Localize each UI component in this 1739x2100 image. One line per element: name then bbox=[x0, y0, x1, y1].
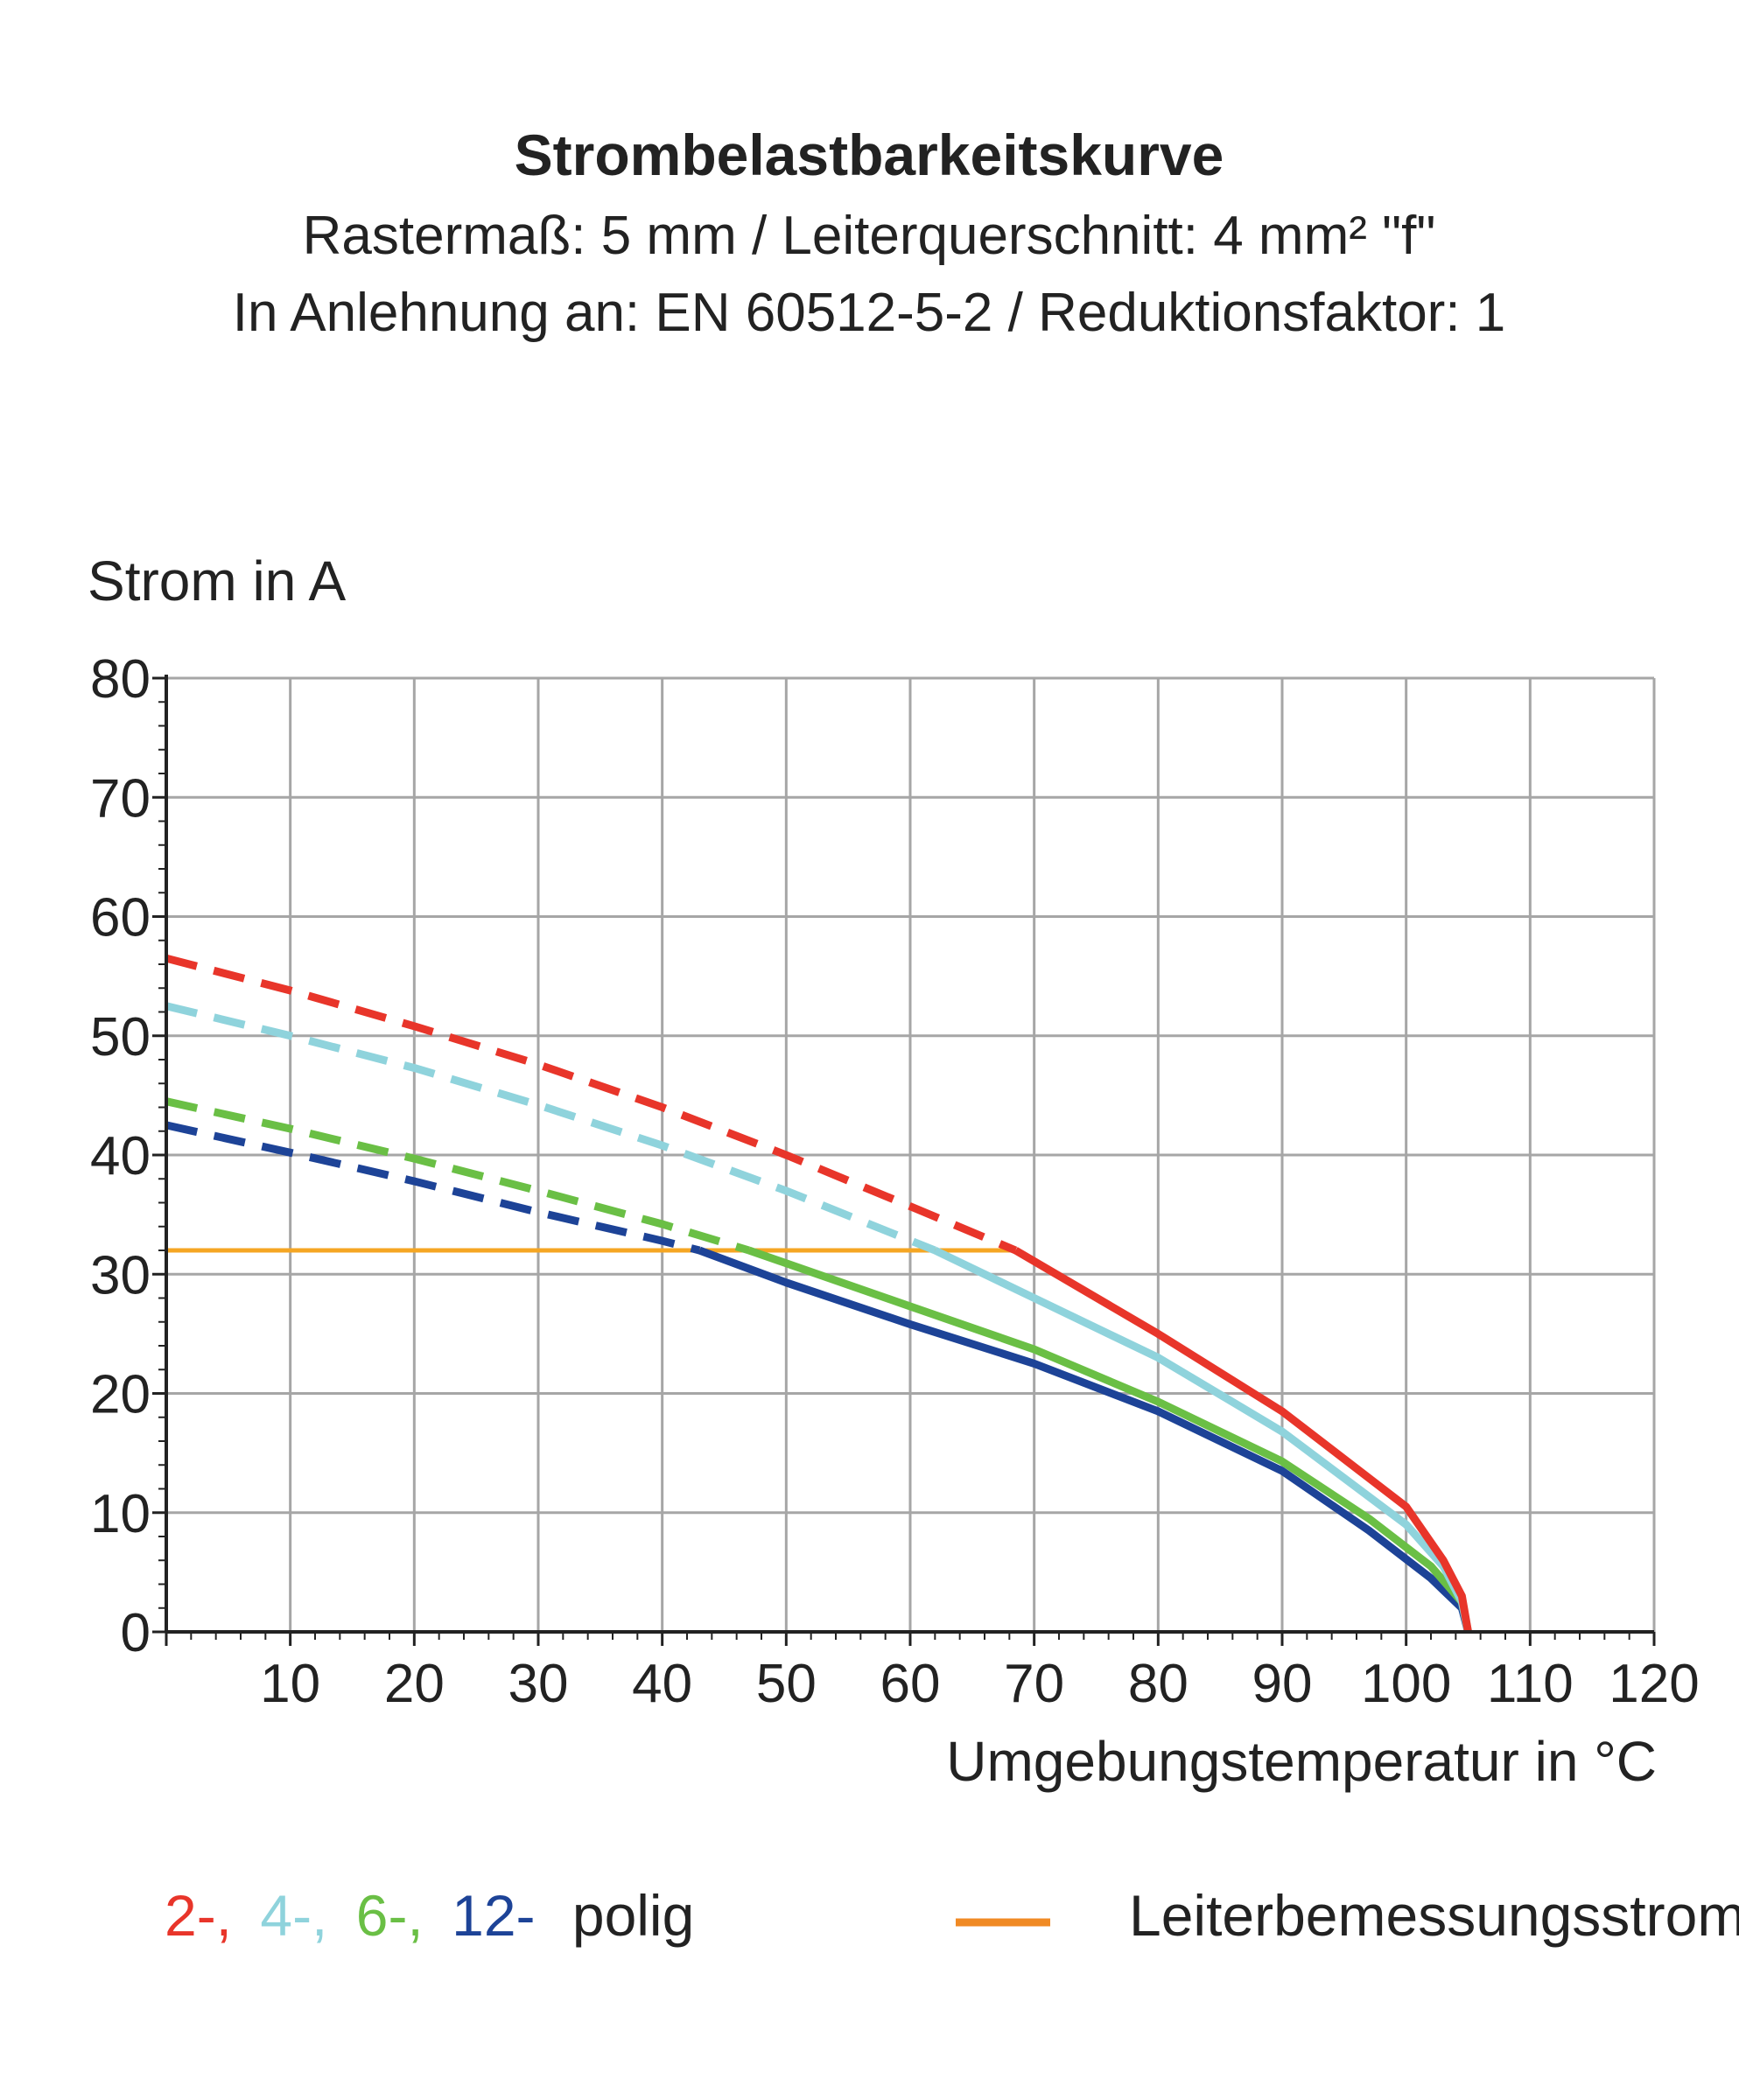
x-tick-label-60: 60 bbox=[880, 1654, 941, 1714]
y-tick-label-0: 0 bbox=[121, 1603, 151, 1663]
y-tick-label-30: 30 bbox=[90, 1245, 151, 1306]
legend-polig-label: polig bbox=[572, 1883, 694, 1948]
legend-item-4-polig: 4-, bbox=[260, 1883, 327, 1948]
minor-ticks bbox=[152, 676, 1656, 1646]
series-12-polig-dashed bbox=[165, 1121, 701, 1255]
legend-rated-label: Leiterbemessungsstrom bbox=[1129, 1883, 1739, 1948]
grid bbox=[166, 676, 1656, 1634]
y-axis-label: Strom in A bbox=[88, 550, 347, 612]
y-tick-label-20: 20 bbox=[90, 1365, 151, 1425]
axes bbox=[165, 675, 1654, 1634]
tick-labels: 10 20 30 40 50 60 70 80 90 100 110 120 0 10 20 30 40 50 60… bbox=[90, 649, 1700, 1714]
legend-item-6-polig: 6-, bbox=[356, 1883, 424, 1948]
x-tick-label-50: 50 bbox=[756, 1654, 817, 1714]
x-tick-label-30: 30 bbox=[508, 1654, 569, 1714]
x-tick-label-90: 90 bbox=[1252, 1654, 1313, 1714]
series-layer bbox=[165, 954, 1472, 1634]
series-6-polig-dashed bbox=[165, 1097, 751, 1255]
x-tick-label-80: 80 bbox=[1128, 1654, 1189, 1714]
y-tick-label-40: 40 bbox=[90, 1126, 151, 1186]
chart-subtitle-1: Rastermaß: 5 mm / Leiterquerschnitt: 4 m… bbox=[303, 206, 1436, 266]
legend-item-12-polig: 12- bbox=[452, 1883, 535, 1948]
x-tick-label-100: 100 bbox=[1361, 1654, 1451, 1714]
legend: 2-, 4-, 6-, 12- polig Leiterbemessungsst… bbox=[165, 1883, 1739, 1948]
chart-title: Strombelastbarkeitskurve bbox=[515, 122, 1224, 187]
x-tick-label-110: 110 bbox=[1487, 1654, 1574, 1714]
x-tick-label-70: 70 bbox=[1004, 1654, 1064, 1714]
legend-polig: 2-, 4-, 6-, 12- polig bbox=[165, 1883, 694, 1948]
chart-subtitle-2: In Anlehnung an: EN 60512-5-2 / Reduktio… bbox=[233, 283, 1506, 343]
y-tick-label-10: 10 bbox=[90, 1484, 151, 1544]
x-tick-label-20: 20 bbox=[384, 1654, 445, 1714]
x-tick-label-40: 40 bbox=[632, 1654, 692, 1714]
y-tick-label-50: 50 bbox=[90, 1007, 151, 1068]
series-12-polig-solid bbox=[698, 1246, 1472, 1634]
series-2-polig-solid bbox=[1013, 1247, 1472, 1633]
series-2-polig-dashed bbox=[165, 954, 1018, 1255]
y-tick-label-70: 70 bbox=[90, 768, 151, 829]
y-tick-label-80: 80 bbox=[90, 649, 151, 710]
series-4-polig-solid bbox=[933, 1246, 1472, 1633]
series-4-polig-dashed bbox=[165, 1002, 936, 1255]
x-tick-label-10: 10 bbox=[260, 1654, 320, 1714]
y-tick-label-60: 60 bbox=[90, 888, 151, 948]
x-tick-label-120: 120 bbox=[1609, 1654, 1699, 1714]
chart-header: Strombelastbarkeitskurve Rastermaß: 5 mm… bbox=[233, 122, 1506, 343]
x-axis-label: Umgebungstemperatur in °C bbox=[946, 1730, 1657, 1793]
legend-item-2-polig: 2-, bbox=[165, 1883, 232, 1948]
